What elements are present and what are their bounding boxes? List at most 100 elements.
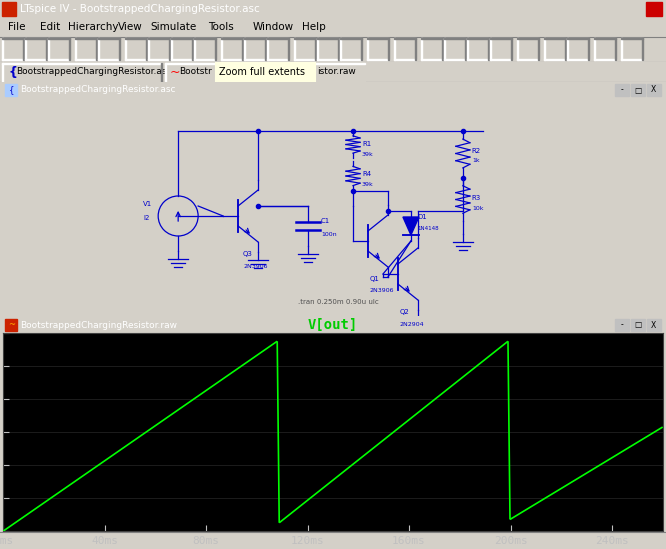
Bar <box>538 38 539 60</box>
Text: 100n: 100n <box>321 232 336 237</box>
Text: □: □ <box>634 86 641 94</box>
Bar <box>511 38 512 60</box>
Bar <box>221 38 243 39</box>
Bar <box>642 38 643 60</box>
Text: 39k: 39k <box>362 182 374 187</box>
Bar <box>125 38 147 60</box>
Bar <box>25 38 26 60</box>
Bar <box>388 38 389 60</box>
Text: D1: D1 <box>417 214 427 220</box>
Bar <box>394 59 416 60</box>
Title: V[out]: V[out] <box>308 318 358 332</box>
Bar <box>367 38 368 60</box>
Bar <box>646 2 662 16</box>
Bar <box>215 38 216 60</box>
Bar <box>517 59 539 60</box>
Bar <box>467 38 468 60</box>
Text: R2: R2 <box>472 148 481 154</box>
Bar <box>267 59 289 60</box>
Bar <box>194 38 216 60</box>
Bar <box>490 38 512 39</box>
Bar <box>244 38 266 60</box>
Bar <box>517 38 539 39</box>
Text: BootstrappedChargingResistor.asc: BootstrappedChargingResistor.asc <box>16 68 172 76</box>
Bar <box>647 84 661 96</box>
Bar <box>2 38 3 60</box>
Text: R1: R1 <box>362 141 371 147</box>
Text: R3: R3 <box>472 195 481 201</box>
Bar <box>394 38 416 39</box>
Bar <box>125 38 147 39</box>
Text: -: - <box>620 86 623 94</box>
Bar <box>567 38 568 60</box>
Bar <box>567 59 589 60</box>
Bar <box>444 38 445 60</box>
Bar <box>621 38 643 39</box>
Bar <box>610 2 626 16</box>
Bar <box>490 59 512 60</box>
Text: ~: ~ <box>170 65 180 79</box>
Bar <box>488 38 489 60</box>
Bar <box>2 2 16 16</box>
Bar <box>467 38 489 60</box>
Bar <box>340 38 362 60</box>
Text: -: - <box>620 321 623 329</box>
Bar <box>317 38 318 60</box>
Bar <box>544 38 566 39</box>
Bar <box>294 38 295 60</box>
Text: /: / <box>7 4 11 14</box>
Text: File: File <box>8 22 25 32</box>
Bar <box>594 38 595 60</box>
Bar <box>169 38 170 60</box>
Bar <box>444 38 466 39</box>
Bar <box>75 38 76 60</box>
Bar <box>294 59 316 60</box>
Bar <box>2 63 162 82</box>
Bar <box>165 63 365 82</box>
Bar <box>244 38 266 39</box>
Bar <box>646 532 666 549</box>
Bar <box>215 61 315 83</box>
Bar <box>544 38 566 60</box>
Text: LTspice IV - BootstrappedChargingResistor.asc: LTspice IV - BootstrappedChargingResisto… <box>20 4 260 14</box>
Bar <box>244 38 245 60</box>
Bar <box>221 59 243 60</box>
Text: Edit: Edit <box>40 22 60 32</box>
Bar <box>315 38 316 60</box>
Bar <box>48 59 70 60</box>
Bar <box>567 38 589 39</box>
Bar <box>2 38 24 60</box>
Bar <box>165 63 166 82</box>
Bar <box>221 38 222 60</box>
Text: 39k: 39k <box>362 152 374 156</box>
Bar <box>628 2 644 16</box>
Bar <box>421 38 443 60</box>
Polygon shape <box>403 217 419 235</box>
Bar <box>98 38 120 39</box>
Bar <box>25 59 47 60</box>
Bar <box>98 59 120 60</box>
Bar <box>294 38 316 39</box>
Bar <box>2 38 24 39</box>
Bar <box>125 38 126 60</box>
Bar <box>171 38 172 60</box>
Bar <box>148 38 170 60</box>
Bar <box>421 59 443 60</box>
Bar <box>194 38 216 39</box>
Bar <box>594 38 616 39</box>
Bar <box>75 59 97 60</box>
Bar <box>442 38 443 60</box>
Bar <box>98 38 99 60</box>
Bar <box>125 59 147 60</box>
Bar <box>194 38 195 60</box>
Text: Q2: Q2 <box>400 309 410 315</box>
Bar <box>467 59 489 60</box>
Text: ~: ~ <box>8 321 15 329</box>
Text: X: X <box>651 321 656 329</box>
Text: Window: Window <box>253 22 294 32</box>
Bar <box>171 38 193 60</box>
Bar <box>5 319 17 331</box>
Bar <box>361 38 362 60</box>
Text: Q1: Q1 <box>370 276 380 282</box>
Bar <box>631 84 645 96</box>
